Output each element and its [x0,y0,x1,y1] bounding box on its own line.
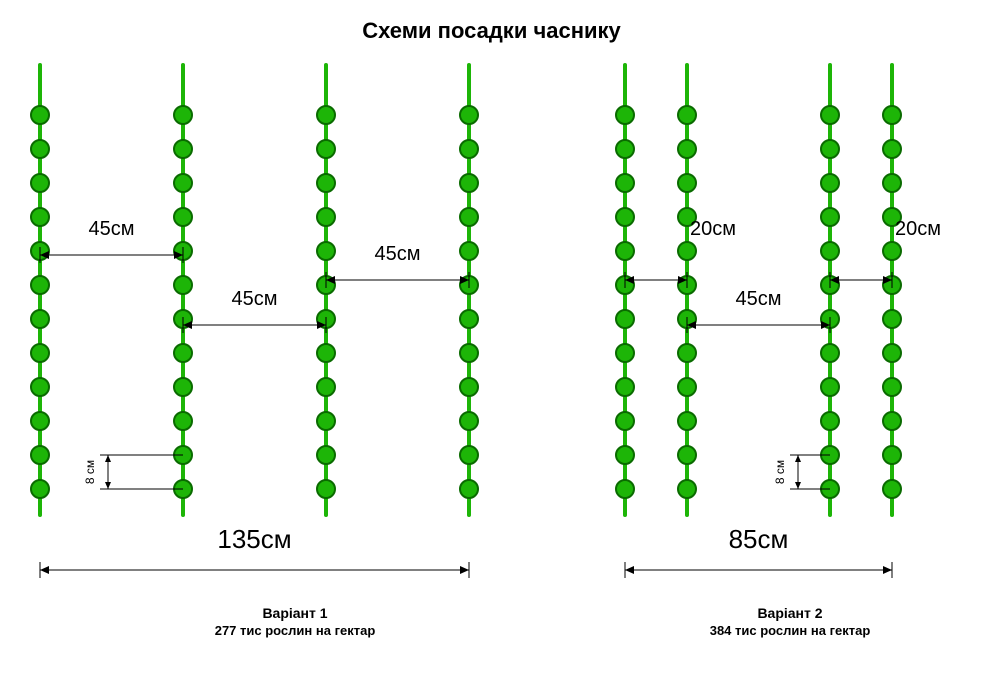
svg-text:8 см: 8 см [83,460,97,484]
svg-text:45см: 45см [232,288,278,310]
variant2-subtitle: 384 тис рослин на гектар [640,623,940,638]
variant2-title: Варіант 2 [640,605,940,621]
svg-text:135см: 135см [217,524,291,554]
diagram-stage: Схеми посадки часнику 45см45см45см135см2… [0,0,983,675]
svg-text:45см: 45см [89,218,135,240]
diagram-svg: 45см 45см 45см 135см 20см 20см 45см 85см 8 см 8 с… [0,0,983,675]
svg-text:45см: 45см [375,243,421,265]
svg-text:20см: 20см [895,218,941,240]
svg-text:8 см: 8 см [773,460,787,484]
svg-text:85см: 85см [729,524,789,554]
variant1-subtitle: 277 тис рослин на гектар [145,623,445,638]
svg-text:45см: 45см [736,288,782,310]
variant1-title: Варіант 1 [145,605,445,621]
svg-text:20см: 20см [690,218,736,240]
